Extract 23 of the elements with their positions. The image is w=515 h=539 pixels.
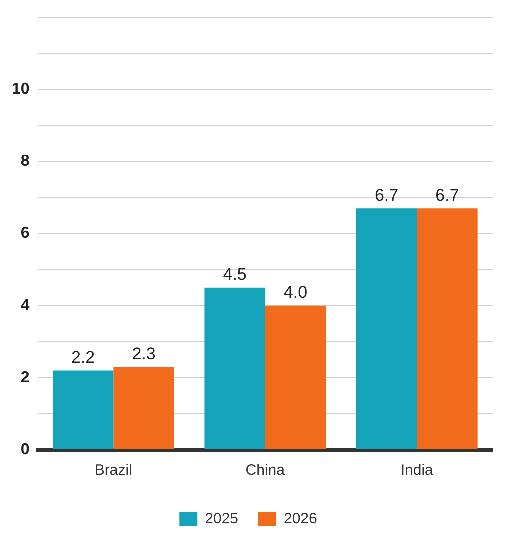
y-tick-label: 0 [20,441,30,458]
legend-label: 2026 [284,510,318,528]
y-tick-label: 2 [20,369,30,386]
x-tick-label: China [246,462,286,480]
y-tick-label: 10 [12,81,30,98]
data-label: 4.0 [284,283,308,302]
y-tick-label: 8 [20,153,30,170]
bar [265,306,326,450]
data-label: 6.7 [374,186,399,205]
data-label: 2.2 [71,348,96,367]
data-label: 6.7 [436,186,460,205]
x-tick-label: Brazil [94,462,132,480]
bar [114,367,174,450]
bar [417,208,478,450]
data-label: 2.3 [132,344,156,364]
y-tick-label: 6 [20,225,30,242]
bar [356,208,418,450]
data-label: 4.5 [223,265,247,284]
x-tick-label: India [400,462,434,480]
y-tick-label: 4 [20,297,30,314]
bar [52,370,114,450]
legend-label: 2025 [205,510,239,528]
bar [204,288,266,450]
